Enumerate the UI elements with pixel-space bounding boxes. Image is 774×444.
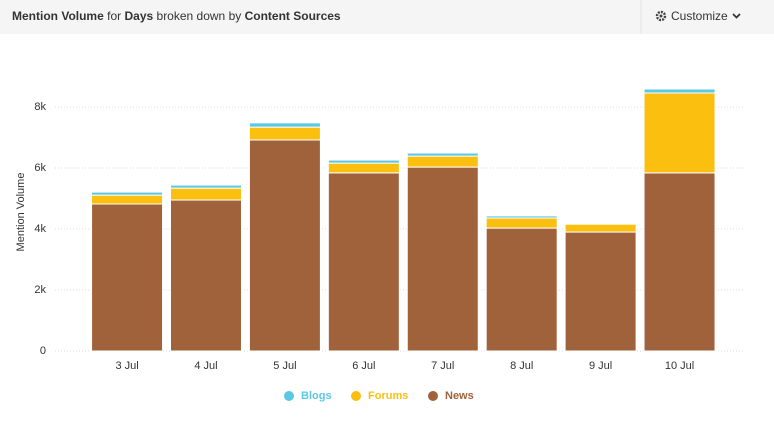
header-bar bbox=[0, 0, 774, 34]
x-tick-label: 8 Jul bbox=[510, 360, 533, 372]
bar-segment bbox=[169, 199, 242, 352]
bar-segment bbox=[564, 231, 637, 352]
bar-segment bbox=[643, 172, 716, 352]
title-part: Content Sources bbox=[245, 9, 341, 23]
x-tick-label: 9 Jul bbox=[589, 360, 612, 372]
bar-segment bbox=[91, 191, 164, 196]
x-tick-label: 7 Jul bbox=[431, 360, 454, 372]
legend-marker bbox=[428, 391, 438, 401]
legend-marker bbox=[284, 391, 294, 401]
gear-icon bbox=[655, 10, 667, 22]
x-tick-label: 10 Jul bbox=[665, 360, 694, 372]
bar-segment bbox=[406, 166, 479, 352]
bar-segment bbox=[564, 222, 637, 225]
y-tick-label: 8k bbox=[34, 101, 46, 113]
bar-segment bbox=[643, 92, 716, 174]
legend-label: News bbox=[445, 390, 474, 402]
x-tick-label: 4 Jul bbox=[194, 360, 217, 372]
bar-segment bbox=[485, 227, 558, 352]
title-part: Days bbox=[124, 9, 153, 23]
chevron-icon bbox=[732, 13, 741, 19]
customize-label[interactable]: Customize bbox=[671, 9, 728, 23]
x-tick-label: 6 Jul bbox=[352, 360, 375, 372]
bar-segment bbox=[169, 184, 242, 189]
bar-segment bbox=[327, 172, 400, 352]
bar-segment bbox=[406, 155, 479, 168]
y-tick-label: 2k bbox=[34, 284, 46, 296]
y-tick-label: 6k bbox=[34, 162, 46, 174]
bar-segment bbox=[485, 215, 558, 219]
y-tick-label: 0 bbox=[40, 345, 46, 357]
title-part: broken down by bbox=[157, 9, 242, 23]
bar-segment bbox=[327, 159, 400, 164]
bar-segment bbox=[91, 194, 164, 205]
bar-segment bbox=[91, 203, 164, 352]
bar-segment bbox=[564, 223, 637, 233]
bar-segment bbox=[643, 88, 716, 94]
bar-segment bbox=[327, 162, 400, 174]
bar-segment bbox=[248, 122, 321, 128]
customize-button[interactable]: Customize bbox=[655, 9, 741, 23]
legend-marker bbox=[351, 391, 361, 401]
x-tick-label: 5 Jul bbox=[273, 360, 296, 372]
chart-title: Mention Volume for Days broken down by C… bbox=[12, 9, 341, 23]
title-part: for bbox=[107, 9, 121, 23]
y-tick-label: 4k bbox=[34, 223, 46, 235]
bar-segment bbox=[169, 187, 242, 201]
title-part: Mention Volume bbox=[12, 9, 104, 23]
bar-segment bbox=[248, 126, 321, 141]
bar-segment bbox=[485, 217, 558, 229]
bar-segment bbox=[248, 139, 321, 352]
y-axis-label: Mention Volume bbox=[15, 173, 27, 252]
x-tick-label: 3 Jul bbox=[115, 360, 138, 372]
legend-label: Blogs bbox=[301, 390, 332, 402]
bar-segment bbox=[406, 152, 479, 157]
legend-label: Forums bbox=[368, 390, 408, 402]
